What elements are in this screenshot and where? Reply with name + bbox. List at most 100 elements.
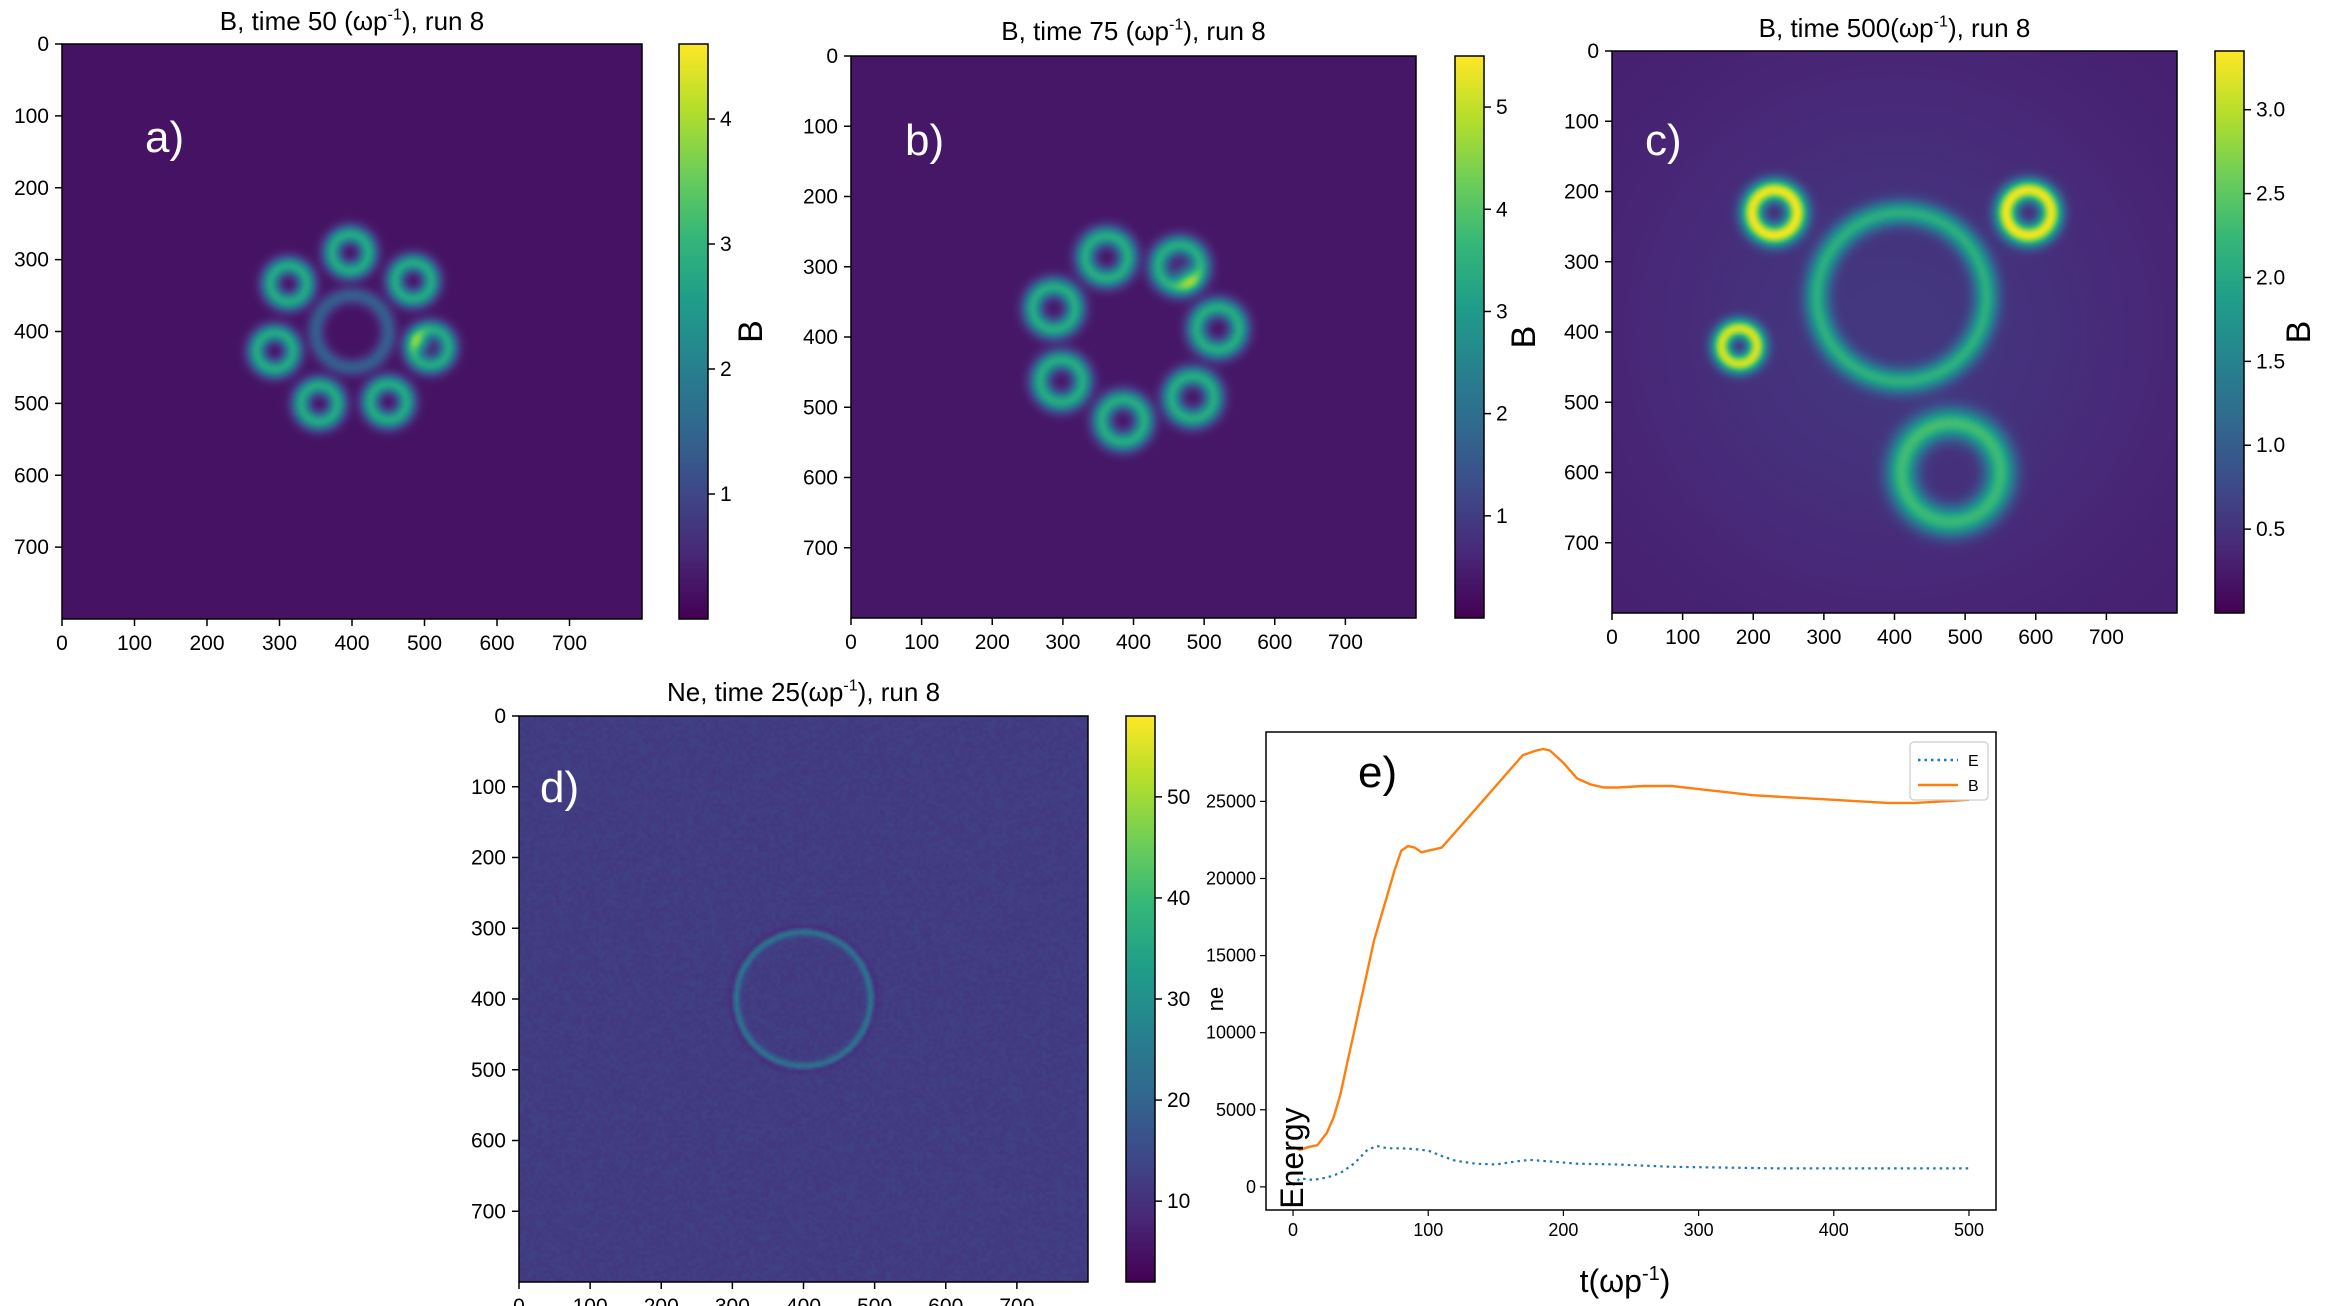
x-tick-label-d: 100 bbox=[573, 1295, 608, 1306]
x-tick-label-b: 300 bbox=[1045, 631, 1080, 654]
y-tick-label-d: 700 bbox=[471, 1200, 506, 1223]
y-tick-label-d: 300 bbox=[471, 917, 506, 940]
x-tick-label-d: 700 bbox=[999, 1295, 1034, 1306]
y-tick-label-d: 400 bbox=[471, 988, 506, 1011]
y-tick-label-d: 200 bbox=[471, 847, 506, 870]
x-tick-label-c: 400 bbox=[1877, 626, 1912, 649]
colorbar-frame-c bbox=[2214, 50, 2245, 614]
heatmap-image-b bbox=[851, 56, 1416, 618]
y-tick-label-a: 0 bbox=[37, 33, 49, 56]
x-tick-label-a: 0 bbox=[56, 632, 68, 655]
colorbar-tick-label-b: 2 bbox=[1496, 403, 1508, 426]
colorbar-tick-label-c: 2.0 bbox=[2256, 266, 2285, 289]
series-line-E bbox=[1292, 1144, 1969, 1187]
y-tick-label-d: 600 bbox=[471, 1130, 506, 1153]
colorbar-c bbox=[2215, 51, 2244, 613]
x-tick-label-d: 0 bbox=[513, 1295, 525, 1306]
x-tick-label-b: 200 bbox=[975, 631, 1010, 654]
colorbar-tick-label-b: 1 bbox=[1496, 505, 1508, 528]
y-tick-label-e: 10000 bbox=[1206, 1023, 1256, 1043]
x-tick-label-c: 700 bbox=[2089, 626, 2124, 649]
y-tick-label-d: 0 bbox=[494, 705, 506, 728]
colorbar-tick-label-d: 30 bbox=[1167, 988, 1190, 1011]
x-tick-label-e: 0 bbox=[1288, 1220, 1298, 1240]
y-tick-label-c: 400 bbox=[1564, 321, 1599, 344]
x-tick-label-a: 100 bbox=[117, 632, 152, 655]
legend-label-B: B bbox=[1968, 778, 1979, 795]
y-tick-label-e: 20000 bbox=[1206, 868, 1256, 888]
series-line-B bbox=[1292, 747, 1970, 1152]
panel-b: B, time 75 (ωp-1), run 8 b) 0 100 200 300 400 5… bbox=[803, 16, 1543, 654]
y-axis-label-e: Energy bbox=[1274, 1107, 1310, 1208]
x-tick-label-d: 500 bbox=[857, 1295, 892, 1306]
colorbar-tick-label-b: 5 bbox=[1496, 96, 1508, 119]
colorbar-tick-label-a: 2 bbox=[720, 358, 732, 381]
colorbar-label-c: B bbox=[2280, 321, 2318, 344]
colorbar-tick-label-c: 3.0 bbox=[2256, 99, 2285, 122]
y-tick-label-d: 100 bbox=[471, 776, 506, 799]
y-tick-label-b: 0 bbox=[826, 45, 838, 68]
panel-title-a: B, time 50 (ωp-1), run 8 bbox=[220, 6, 484, 36]
y-tick-label-e: 0 bbox=[1246, 1177, 1256, 1197]
panel-label-a: a) bbox=[145, 113, 184, 162]
colorbar-b bbox=[1455, 56, 1484, 618]
colorbar-frame-a bbox=[678, 43, 709, 620]
y-tick-label-a: 400 bbox=[14, 321, 49, 344]
panel-label-d: d) bbox=[540, 763, 579, 812]
x-tick-label-e: 400 bbox=[1819, 1220, 1849, 1240]
y-tick-label-c: 0 bbox=[1587, 40, 1599, 63]
x-tick-label-b: 600 bbox=[1257, 631, 1292, 654]
colorbar-a bbox=[679, 44, 708, 619]
y-tick-label-a: 700 bbox=[14, 536, 49, 559]
colorbar-label-a: B bbox=[732, 320, 770, 343]
colorbar-tick-label-c: 2.5 bbox=[2256, 183, 2285, 206]
x-tick-label-b: 100 bbox=[904, 631, 939, 654]
x-tick-label-e: 500 bbox=[1954, 1220, 1984, 1240]
y-tick-label-a: 300 bbox=[14, 249, 49, 272]
colorbar-label-d: ne bbox=[1203, 987, 1228, 1011]
y-tick-label-d: 500 bbox=[471, 1059, 506, 1082]
x-tick-label-c: 100 bbox=[1665, 626, 1700, 649]
panel-a: B, time 50 (ωp-1), run 8 a) 0 100 200 300 400 5… bbox=[14, 6, 770, 655]
x-tick-label-a: 500 bbox=[407, 632, 442, 655]
y-tick-label-c: 600 bbox=[1564, 462, 1599, 485]
x-tick-label-c: 600 bbox=[2018, 626, 2053, 649]
panel-title-d: Ne, time 25(ωp-1), run 8 bbox=[667, 677, 940, 707]
y-tick-label-a: 500 bbox=[14, 392, 49, 415]
x-axis-label-e: t(ωp-1) bbox=[1580, 1263, 1671, 1299]
colorbar-tick-label-d: 50 bbox=[1167, 786, 1190, 809]
colorbar-tick-label-d: 20 bbox=[1167, 1089, 1190, 1112]
x-tick-label-e: 200 bbox=[1548, 1220, 1578, 1240]
x-tick-label-a: 400 bbox=[334, 632, 369, 655]
y-tick-label-b: 300 bbox=[803, 256, 838, 279]
y-tick-label-a: 200 bbox=[14, 177, 49, 200]
y-tick-label-c: 500 bbox=[1564, 391, 1599, 414]
heatmap-image-d bbox=[519, 716, 1088, 1282]
x-tick-label-b: 700 bbox=[1328, 631, 1363, 654]
x-tick-label-a: 200 bbox=[189, 632, 224, 655]
x-tick-label-c: 500 bbox=[1948, 626, 1983, 649]
colorbar-tick-label-c: 1.5 bbox=[2256, 350, 2285, 373]
colorbar-tick-label-c: 0.5 bbox=[2256, 518, 2285, 541]
y-tick-label-c: 200 bbox=[1564, 181, 1599, 204]
line-chart-frame bbox=[1265, 731, 1997, 1211]
x-tick-label-e: 300 bbox=[1684, 1220, 1714, 1240]
y-tick-label-c: 100 bbox=[1564, 110, 1599, 133]
colorbar-label-b: B bbox=[1505, 326, 1543, 349]
colorbar-frame-b bbox=[1454, 55, 1485, 619]
x-tick-label-b: 400 bbox=[1116, 631, 1151, 654]
heatmap-image-c bbox=[1612, 51, 2177, 613]
colorbar-tick-label-d: 40 bbox=[1167, 887, 1190, 910]
y-tick-label-b: 200 bbox=[803, 186, 838, 209]
x-tick-label-b: 0 bbox=[845, 631, 857, 654]
y-tick-label-a: 100 bbox=[14, 105, 49, 128]
y-tick-label-e: 5000 bbox=[1216, 1100, 1256, 1120]
panel-label-e: e) bbox=[1358, 748, 1397, 797]
x-tick-label-e: 100 bbox=[1413, 1220, 1443, 1240]
panel-d: Ne, time 25(ωp-1), run 8d)01002003004005… bbox=[471, 677, 1228, 1306]
panel-c: B, time 500(ωp-1), run 8 c) 0 100 200 300 400 5… bbox=[1564, 13, 2318, 649]
x-tick-label-c: 300 bbox=[1806, 626, 1841, 649]
y-tick-label-b: 100 bbox=[803, 115, 838, 138]
colorbar-tick-label-a: 1 bbox=[720, 483, 732, 506]
